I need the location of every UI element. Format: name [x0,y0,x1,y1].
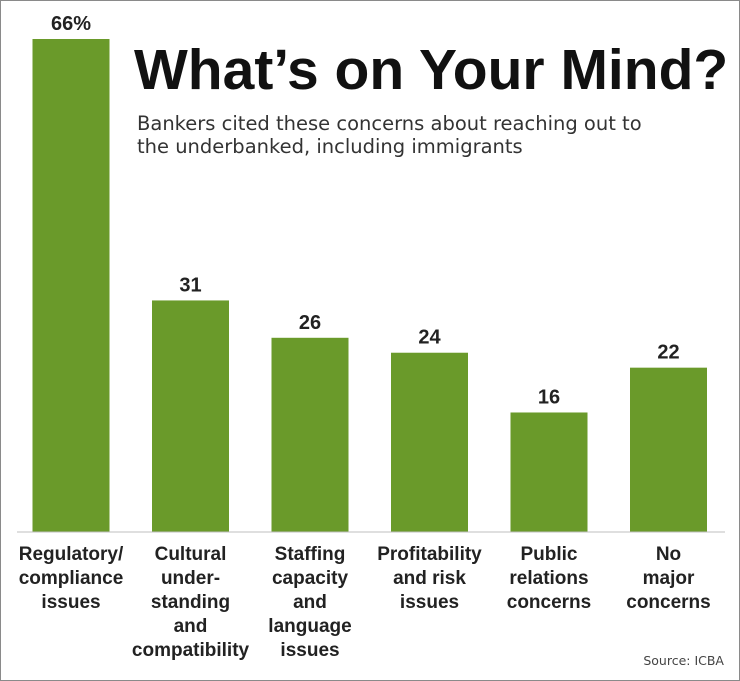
category-label-1-line-3: issues [41,592,100,613]
category-label-4-line-2: and risk [393,568,466,589]
source-note: Source: ICBA [643,653,724,668]
category-label-2-line-1: Cultural [155,544,227,565]
category-label-2-line-4: and [174,616,208,637]
bar-2 [152,300,229,532]
bar-1 [32,39,110,532]
category-label-1-line-1: Regulatory/ [19,544,124,565]
value-label-2: 31 [179,274,201,296]
bar-3 [271,337,349,532]
bars-layer: 66% Regulatory/compliance issues 31 Cultural… [19,13,711,661]
value-label-6: 22 [657,342,679,364]
category-label-6-line-3: concerns [626,592,710,613]
category-label-2-line-3: standing [151,592,230,613]
category-label-3-line-2: capacity [272,568,348,589]
category-label-5-line-1: Public [520,544,577,565]
category-label-2-line-5: compatibility [132,640,250,661]
category-label-4-line-3: issues [400,592,459,613]
category-label-6-line-2: major [643,568,695,589]
chart-subtitle-line-2: the underbanked, including immigrants [137,135,523,158]
category-label-6-line-1: No [656,544,681,565]
category-label-3-line-4: language [268,616,351,637]
category-label-1-line-2: compliance [19,568,124,589]
value-label-4: 24 [418,327,441,349]
category-label-4-line-1: Profitability [377,544,482,565]
value-label-3: 26 [299,312,321,334]
value-label-1: 66% [51,13,91,35]
category-label-2-line-2: under- [161,568,220,589]
bar-4 [391,352,468,532]
category-label-5-line-2: relations [509,568,588,589]
bar-6 [630,367,707,532]
category-label-3-line-3: and [293,592,327,613]
category-label-3-line-5: issues [280,640,339,661]
category-label-3-line-1: Staffing [275,544,346,565]
value-label-5: 16 [538,386,560,408]
chart-title: What’s on Your Mind? [134,38,728,102]
bar-5 [510,412,588,532]
category-label-5-line-3: concerns [507,592,591,613]
chart-subtitle-line-1: Bankers cited these concerns about reach… [137,112,642,135]
